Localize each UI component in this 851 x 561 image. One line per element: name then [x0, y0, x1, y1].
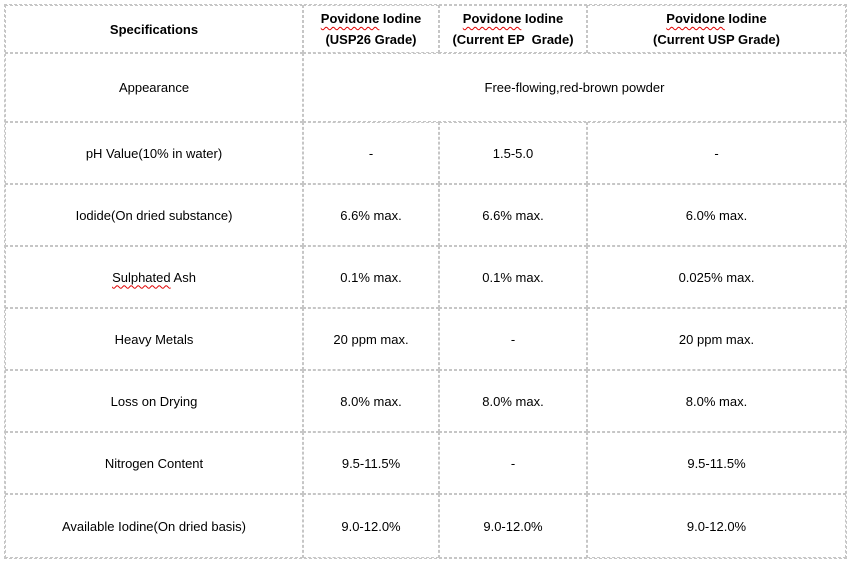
- value-cell-usp26: 9.0-12.0%: [303, 494, 439, 558]
- specifications-table: Specifications Povidone Iodine (USP26 Gr…: [4, 4, 847, 559]
- value-cell-usp: -: [587, 122, 846, 184]
- value-cell-usp: 9.5-11.5%: [587, 432, 846, 494]
- row-appearance: Appearance Free-flowing,red-brown powder: [5, 53, 846, 122]
- spec-label-cell: Sulphated Ash: [5, 246, 303, 308]
- header-product-name: Povidone Iodine: [592, 8, 841, 29]
- value-cell-usp26: 6.6% max.: [303, 184, 439, 246]
- header-product-name: Povidone Iodine: [444, 8, 582, 29]
- row-available-iodine: Available Iodine(On dried basis) 9.0-12.…: [5, 494, 846, 558]
- header-product-name: Povidone Iodine: [308, 8, 434, 29]
- spec-label-cell: Nitrogen Content: [5, 432, 303, 494]
- row-sulphated-ash: Sulphated Ash 0.1% max. 0.1% max. 0.025%…: [5, 246, 846, 308]
- value-cell-usp: 9.0-12.0%: [587, 494, 846, 558]
- value-cell-ep: 1.5-5.0: [439, 122, 587, 184]
- spec-label-cell: pH Value(10% in water): [5, 122, 303, 184]
- value-cell-usp: 0.025% max.: [587, 246, 846, 308]
- value-cell-ep: -: [439, 432, 587, 494]
- value-cell-usp: 8.0% max.: [587, 370, 846, 432]
- header-product-name-rest: Iodine: [379, 11, 422, 26]
- value-cell-ep: 9.0-12.0%: [439, 494, 587, 558]
- row-loss-on-drying: Loss on Drying 8.0% max. 8.0% max. 8.0% …: [5, 370, 846, 432]
- spellcheck-wavy-text: Povidone: [462, 11, 522, 26]
- spellcheck-wavy-text: Povidone: [320, 11, 380, 26]
- value-cell-usp26: 20 ppm max.: [303, 308, 439, 370]
- value-cell-usp: 20 ppm max.: [587, 308, 846, 370]
- value-cell-usp26: 9.5-11.5%: [303, 432, 439, 494]
- value-cell-usp26: 8.0% max.: [303, 370, 439, 432]
- spec-label-cell: Iodide(On dried substance): [5, 184, 303, 246]
- header-grade-label: (Current EP Grade): [452, 32, 574, 47]
- spellcheck-wavy-text: Sulphated: [112, 269, 171, 285]
- row-heavy-metals: Heavy Metals 20 ppm max. - 20 ppm max.: [5, 308, 846, 370]
- appearance-merged-value-cell: Free-flowing,red-brown powder: [303, 53, 846, 122]
- spec-label-text: Heavy Metals: [114, 331, 194, 347]
- row-nitrogen-content: Nitrogen Content 9.5-11.5% - 9.5-11.5%: [5, 432, 846, 494]
- spec-label-cell: Heavy Metals: [5, 308, 303, 370]
- spec-label-text: Available Iodine(On dried basis): [61, 518, 247, 534]
- row-ph-value: pH Value(10% in water) - 1.5-5.0 -: [5, 122, 846, 184]
- col-header-current-usp-grade: Povidone Iodine (Current USP Grade): [587, 5, 846, 53]
- col-header-specifications: Specifications: [5, 5, 303, 53]
- value-cell-usp26: 0.1% max.: [303, 246, 439, 308]
- col-header-usp26-grade: Povidone Iodine (USP26 Grade): [303, 5, 439, 53]
- spec-label-text: Loss on Drying: [110, 393, 198, 409]
- value-cell-ep: -: [439, 308, 587, 370]
- header-product-name-rest: Iodine: [724, 11, 767, 26]
- value-cell-ep: 0.1% max.: [439, 246, 587, 308]
- spec-label-text: pH Value(10% in water): [85, 145, 223, 161]
- spec-label-text: Iodide(On dried substance): [75, 207, 233, 223]
- col-header-current-ep-grade: Povidone Iodine (Current EP Grade): [439, 5, 587, 53]
- spec-label-text: Nitrogen Content: [104, 455, 204, 471]
- value-cell-ep: 8.0% max.: [439, 370, 587, 432]
- row-iodide: Iodide(On dried substance) 6.6% max. 6.6…: [5, 184, 846, 246]
- value-cell-ep: 6.6% max.: [439, 184, 587, 246]
- specifications-header-label: Specifications: [109, 21, 199, 37]
- spec-label-cell: Appearance: [5, 53, 303, 122]
- spec-label-text-post: Ash: [170, 269, 196, 285]
- spellcheck-wavy-text: Povidone: [666, 11, 725, 26]
- header-grade-label: (USP26 Grade): [325, 32, 417, 47]
- header-row: Specifications Povidone Iodine (USP26 Gr…: [5, 5, 846, 53]
- value-cell-usp: 6.0% max.: [587, 184, 846, 246]
- spec-label-cell: Available Iodine(On dried basis): [5, 494, 303, 558]
- header-product-name-rest: Iodine: [521, 11, 564, 26]
- header-grade-label: (Current USP Grade): [653, 32, 780, 47]
- spec-label-cell: Loss on Drying: [5, 370, 303, 432]
- value-cell-usp26: -: [303, 122, 439, 184]
